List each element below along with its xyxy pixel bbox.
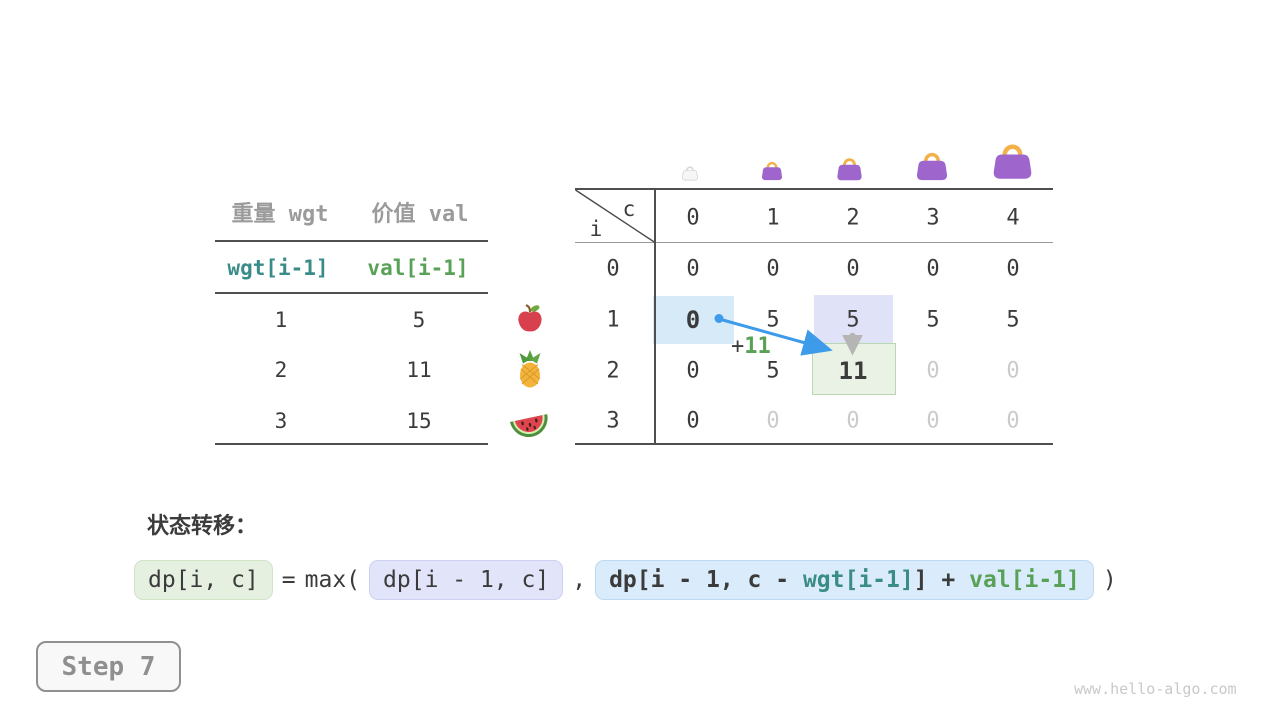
formula-close-paren: ): [1102, 567, 1117, 594]
formula-arg2-box: dp[i - 1, c - wgt[i-1]] + val[i-1]: [595, 560, 1094, 601]
formula-arg2-wgt: wgt[i-1]: [802, 567, 914, 593]
annotation-value: 11: [744, 334, 771, 359]
pineapple-icon: [519, 350, 541, 388]
bag-icon-3: [916, 152, 948, 181]
watermelon-icon: [509, 414, 548, 438]
state-transition-heading: 状态转移：: [147, 514, 258, 539]
dp-corner-col-var: c: [622, 197, 636, 221]
bag-ghost-icon: [682, 166, 698, 181]
bag-icon-4: [993, 144, 1032, 179]
dp-col-header: 3: [926, 205, 940, 231]
dp-cell: 0: [766, 408, 780, 434]
formula-arg2-prefix: dp[i - 1, c -: [609, 567, 803, 593]
dp-col-header: 4: [1006, 205, 1020, 231]
item-value: 15: [406, 409, 432, 433]
item-weight: 3: [274, 409, 288, 433]
dp-cell: 0: [766, 256, 780, 282]
item-weight: 1: [274, 308, 288, 332]
items-col-header-value: 价值 val: [371, 202, 469, 227]
dp-row-header: 2: [606, 358, 620, 384]
apple-icon: [518, 304, 542, 332]
dp-cell: 5: [766, 358, 780, 384]
dp-cell: 0: [846, 256, 860, 282]
plus-value-annotation: +11: [731, 336, 771, 358]
dp-cell: 0: [926, 358, 940, 384]
formula-lhs-box: dp[i, c]: [134, 560, 273, 601]
state-transition-formula: dp[i, c] = max( dp[i - 1, c] , dp[i - 1,…: [134, 560, 1117, 601]
dp-table-header-rule: [575, 242, 1053, 243]
dp-cell: 0: [926, 408, 940, 434]
dp-col-header: 1: [766, 205, 780, 231]
item-weight: 2: [274, 358, 288, 382]
dp-row-header: 1: [606, 307, 620, 333]
dp-cell: 0: [686, 408, 700, 434]
dp-cell: 0: [1006, 358, 1020, 384]
dp-cell: 11: [838, 357, 868, 385]
dp-cell: 0: [686, 256, 700, 282]
dp-cell: 5: [1006, 307, 1020, 333]
items-table-header-rule: [215, 240, 488, 242]
items-index-val: val[i-1]: [367, 256, 469, 280]
dp-cell: 5: [846, 307, 860, 333]
item-value: 11: [406, 358, 432, 382]
dp-cell: 0: [686, 358, 700, 384]
formula-arg2-val: val[i-1]: [969, 567, 1080, 593]
dp-corner-row-var: i: [589, 217, 603, 241]
dp-cell: 0: [1006, 256, 1020, 282]
formula-arg2-mid: ] +: [913, 567, 970, 593]
formula-max-open: max(: [304, 567, 361, 594]
items-table-index-rule: [215, 292, 488, 294]
bag-icon-1: [761, 161, 783, 181]
dp-table-bottom-rule: [575, 443, 1053, 445]
formula-equals: =: [281, 567, 296, 594]
step-badge: Step 7: [36, 641, 181, 692]
items-col-header-weight: 重量 wgt: [231, 202, 329, 227]
items-index-wgt: wgt[i-1]: [227, 256, 329, 280]
dp-cell: 5: [926, 307, 940, 333]
dp-row-header: 3: [606, 408, 620, 434]
dp-corner-diagonal: [575, 189, 656, 244]
dp-table-vertical-rule: [654, 188, 656, 445]
dp-table-top-rule: [575, 188, 1053, 190]
dp-row-header: 0: [606, 256, 620, 282]
bag-icon-2: [837, 158, 862, 181]
items-table-bottom-rule: [215, 443, 488, 445]
item-value: 5: [412, 308, 426, 332]
watermark: www.hello-algo.com: [1074, 680, 1237, 698]
dp-cell: 0: [1006, 408, 1020, 434]
dp-cell: 0: [846, 408, 860, 434]
step-badge-label: Step 7: [61, 651, 156, 682]
dp-col-header: 2: [846, 205, 860, 231]
formula-arg1-box: dp[i - 1, c]: [369, 560, 564, 601]
dp-cell: 5: [766, 307, 780, 333]
annotation-plus-sign: +: [731, 334, 745, 359]
dp-col-header: 0: [686, 205, 700, 231]
dp-cell: 0: [926, 256, 940, 282]
formula-comma: ,: [572, 567, 587, 594]
dp-cell: 0: [685, 306, 701, 334]
